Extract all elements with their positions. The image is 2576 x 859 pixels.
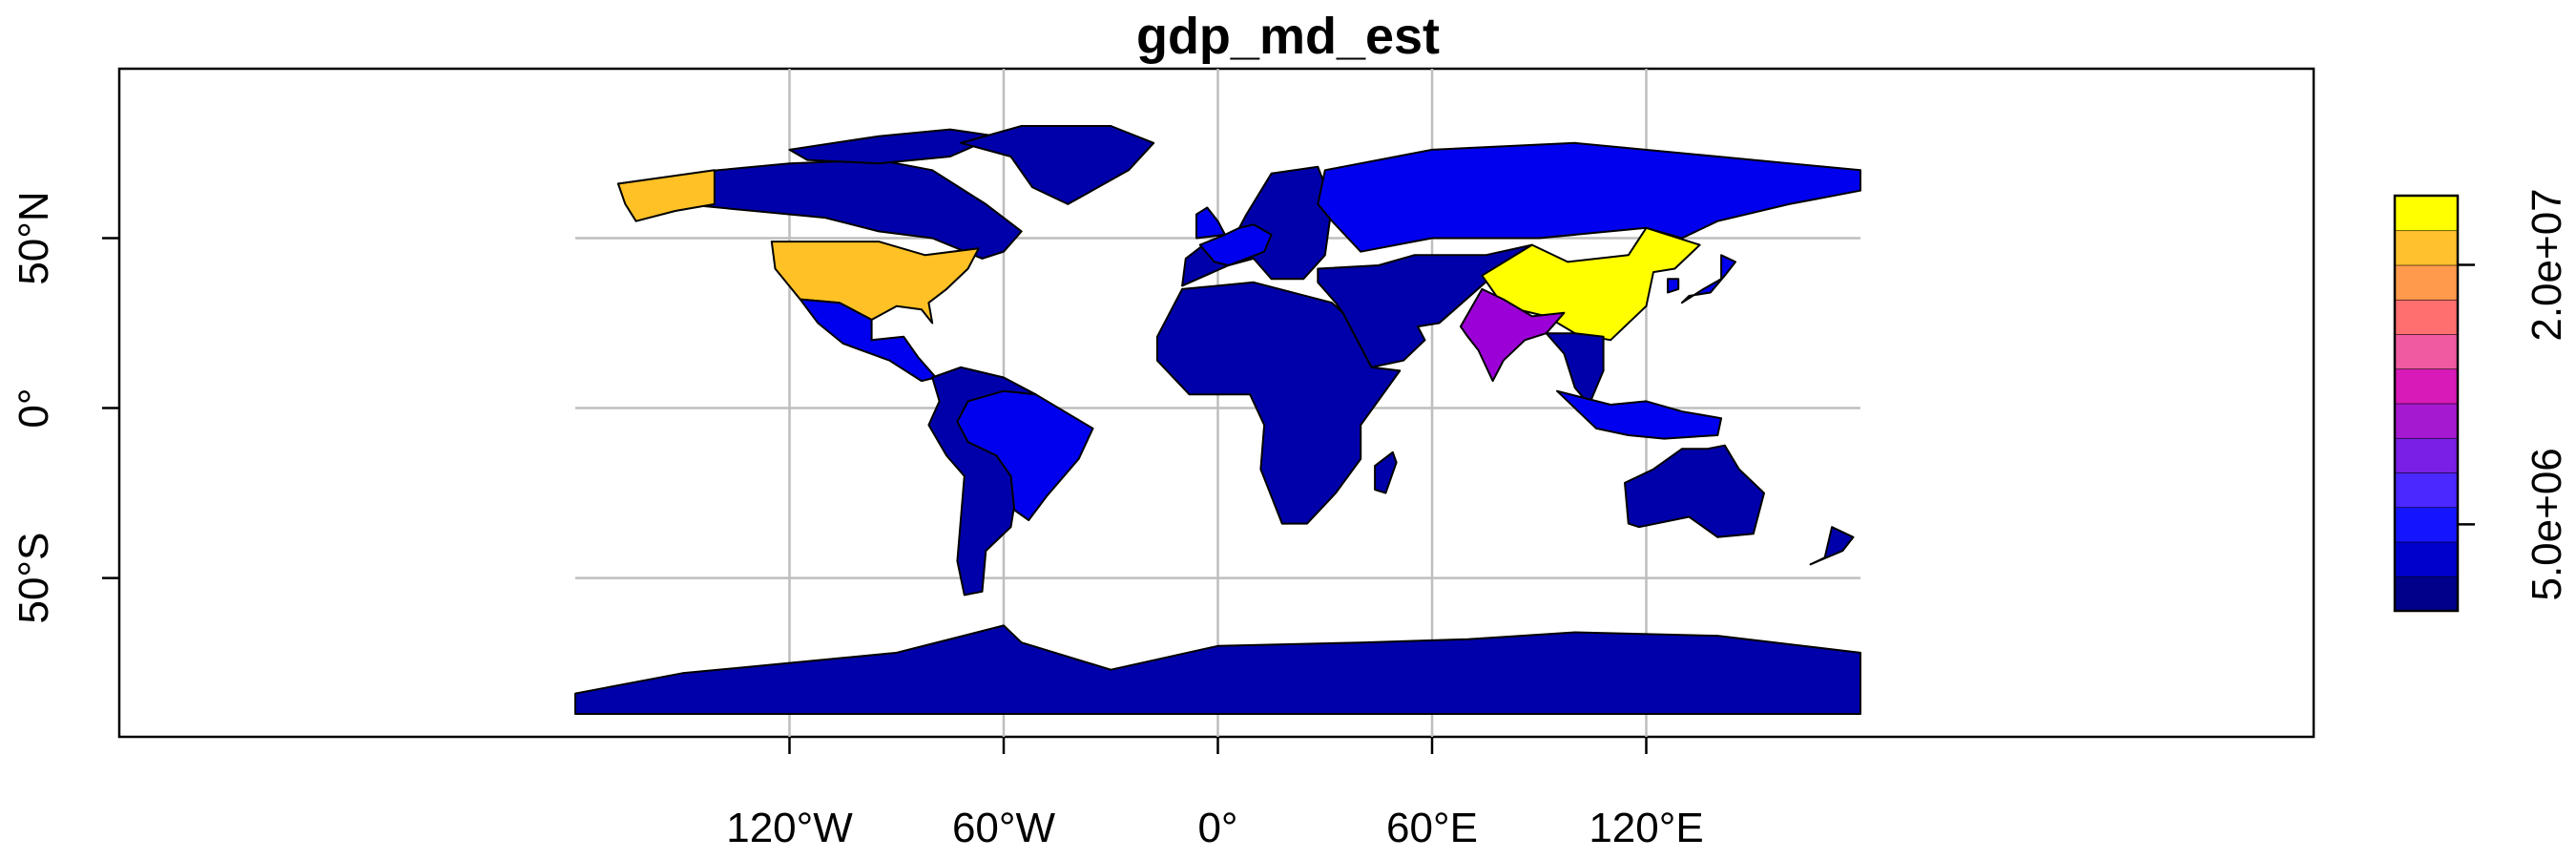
region-australia xyxy=(1624,444,1765,538)
color-legend: 5.0e+06 2.0e+07 xyxy=(2393,188,2570,613)
region-japan xyxy=(1680,254,1736,304)
legend-swatch xyxy=(2394,437,2459,473)
legend-frame xyxy=(2393,194,2460,613)
map-regions xyxy=(574,125,1861,715)
region-southeast-asia xyxy=(1545,332,1605,406)
legend-swatch xyxy=(2394,576,2459,612)
region-antarctica xyxy=(574,624,1861,715)
legend-swatch xyxy=(2394,195,2459,232)
region-korea xyxy=(1667,278,1680,294)
region-alaska xyxy=(616,169,716,222)
legend-tick-label: 5.0e+06 xyxy=(2524,448,2570,600)
y-tick-label: 50°N xyxy=(10,191,57,284)
legend-swatch xyxy=(2394,541,2459,577)
region-brazil xyxy=(956,389,1094,521)
region-madagascar xyxy=(1374,450,1398,494)
region-greenland xyxy=(960,125,1155,205)
region-europe-large-economies xyxy=(1198,223,1273,266)
legend-swatch xyxy=(2394,506,2459,543)
region-africa xyxy=(1155,281,1402,525)
legend-tick-label: 2.0e+07 xyxy=(2524,188,2570,341)
x-tick-label: 120°W xyxy=(726,805,853,851)
region-india xyxy=(1459,287,1566,383)
map-title: gdp_md_est xyxy=(1135,8,1441,65)
legend-swatch xyxy=(2394,333,2459,370)
region-uk xyxy=(1195,206,1226,240)
y-tick-label: 50°S xyxy=(10,533,57,624)
legend-swatch xyxy=(2394,264,2459,301)
x-tick-label: 120°E xyxy=(1589,805,1703,851)
legend-swatch xyxy=(2394,299,2459,335)
x-axis: 120°W 60°W 0° 60°E 120°E xyxy=(726,737,1704,851)
region-russia xyxy=(1317,141,1861,253)
region-central-asia-middle-east xyxy=(1317,243,1533,368)
x-tick-label: 60°W xyxy=(952,805,1056,851)
region-mexico-central-america xyxy=(799,298,937,383)
legend-swatch xyxy=(2394,471,2459,509)
legend-swatch xyxy=(2394,403,2459,439)
x-tick-label: 0° xyxy=(1197,805,1237,851)
region-south-america-other xyxy=(927,366,1037,597)
region-new-zealand xyxy=(1809,526,1855,566)
y-axis: 50°S 0° 50°N xyxy=(10,191,119,624)
region-indonesia xyxy=(1556,389,1723,440)
plot-frame xyxy=(117,67,2316,739)
y-tick-label: 0° xyxy=(10,388,57,428)
legend-swatch xyxy=(2394,229,2459,266)
x-tick-label: 60°E xyxy=(1386,805,1478,851)
legend-swatch xyxy=(2394,367,2459,405)
